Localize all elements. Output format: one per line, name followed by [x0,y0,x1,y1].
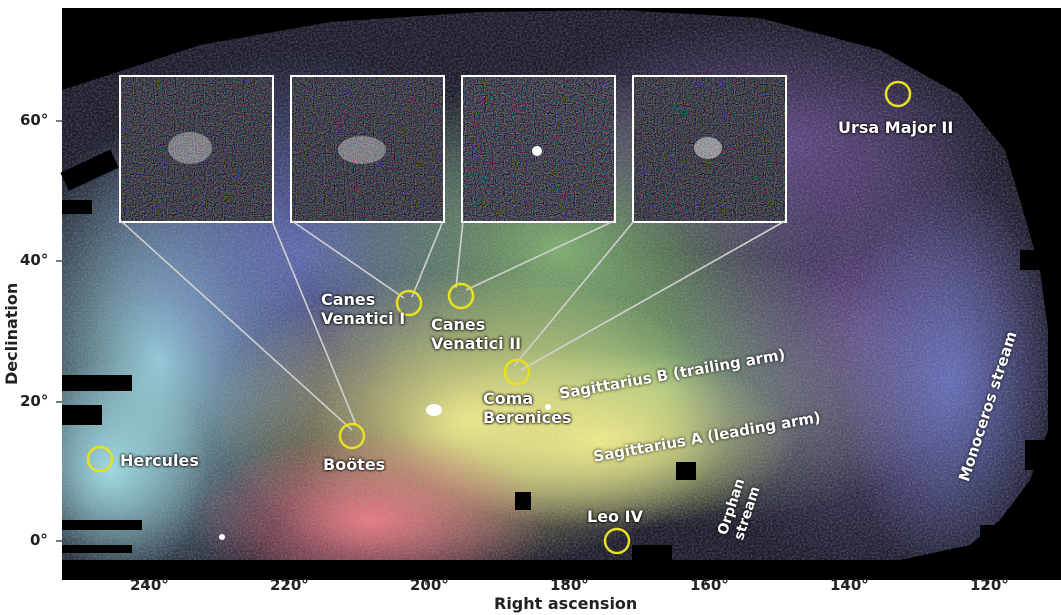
bright-star [426,404,442,416]
label-line: Canes [431,315,521,334]
x-tick-label: 200° [410,576,449,594]
y-tick-label: 20° [20,392,48,410]
label-ursa-major-ii: Ursa Major II [838,118,953,137]
x-tick-label: 140° [830,576,869,594]
label-line: Venatici I [321,309,405,328]
x-tick-label: 180° [550,576,589,594]
label-canes-venatici-ii: Canes Venatici II [431,315,521,353]
x-tick-label: 160° [690,576,729,594]
y-tick-label: 0° [30,531,48,549]
label-leo-iv: Leo IV [587,507,643,526]
y-tick-label: 40° [20,251,48,269]
label-coma-berenices: Coma Berenices [483,389,572,427]
label-line: Venatici II [431,334,521,353]
bright-star [219,534,225,540]
x-axis-label: Right ascension [494,594,637,613]
x-tick-label: 220° [270,576,309,594]
y-tick-label: 60° [20,111,48,129]
label-line: Canes [321,290,405,309]
label-bootes: Boötes [323,455,385,474]
label-hercules: Hercules [120,451,199,470]
y-axis-label: Declination [2,283,21,385]
label-canes-venatici-i: Canes Venatici I [321,290,405,328]
x-tick-label: 120° [970,576,1009,594]
x-tick-label: 240° [130,576,169,594]
label-line: Berenices [483,408,572,427]
